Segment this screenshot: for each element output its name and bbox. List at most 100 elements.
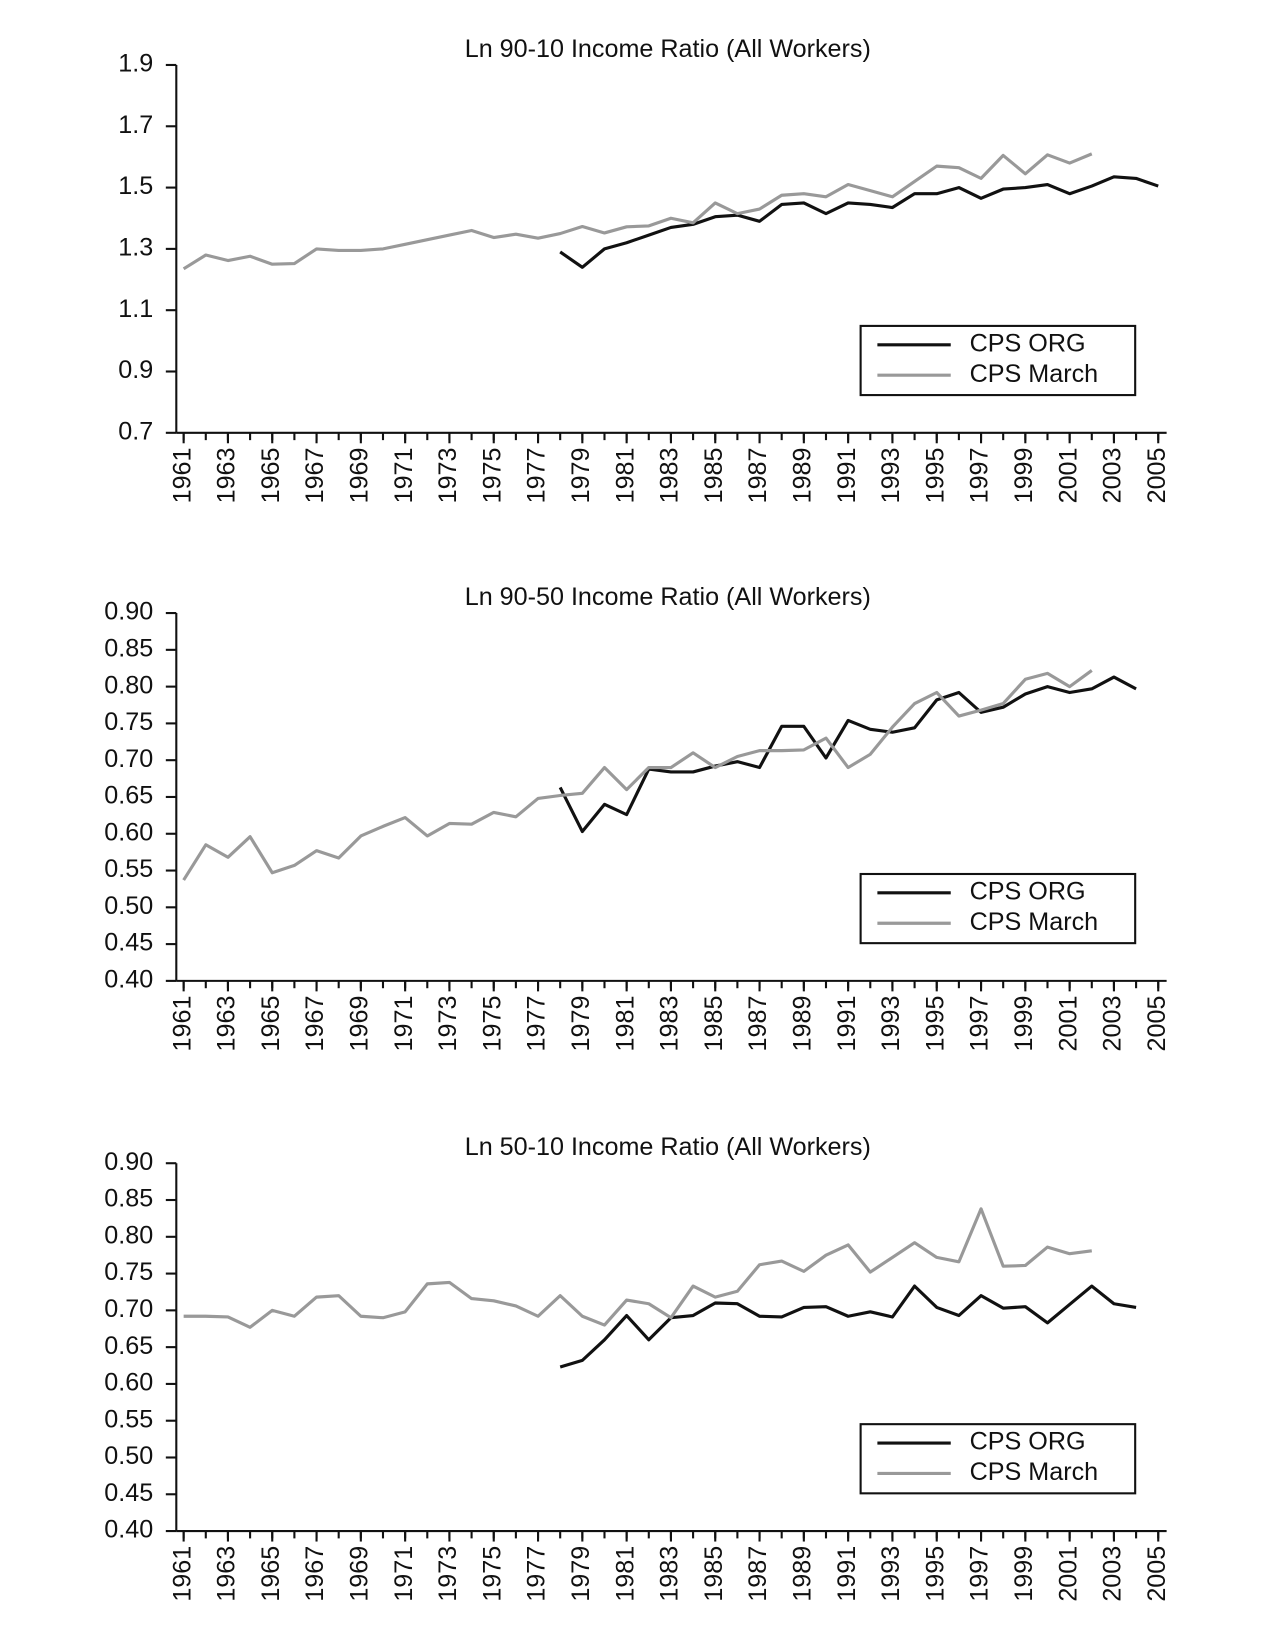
x-tick-label: 2003 — [1099, 996, 1127, 1052]
series-line — [559, 175, 1159, 269]
x-tick-label: 1961 — [168, 996, 196, 1052]
x-tick-label: 1989 — [788, 1546, 816, 1602]
x-tick-label: 1969 — [345, 996, 373, 1052]
y-tick-label: 0.45 — [104, 929, 153, 957]
x-tick-label: 1991 — [833, 996, 861, 1052]
x-tick-label: 1973 — [434, 447, 462, 503]
x-tick-label: 1979 — [567, 1546, 595, 1602]
chart-panel: Ln 50-10 Income Ratio (All Workers) 0.40 0… — [104, 1133, 1171, 1601]
x-tick-label: 1985 — [700, 1546, 728, 1602]
x-tick-label: 1987 — [744, 996, 772, 1052]
series-line — [182, 152, 1093, 271]
legend-box — [859, 324, 1137, 397]
y-tick-label: 0.65 — [104, 782, 153, 810]
x-tick-label: 2005 — [1143, 996, 1171, 1052]
y-tick-label: 0.40 — [104, 966, 153, 994]
y-tick-label: 0.50 — [104, 1442, 153, 1470]
x-tick-label: 2005 — [1143, 447, 1171, 503]
y-tick-label: 0.80 — [104, 1221, 153, 1249]
y-tick-label: 0.60 — [104, 818, 153, 846]
y-tick-label: 0.90 — [104, 1148, 153, 1176]
x-tick-label: 1973 — [434, 1546, 462, 1602]
x-tick-label: 1975 — [478, 1546, 506, 1602]
x-tick-label: 1989 — [788, 996, 816, 1052]
x-tick-label: 2001 — [1054, 447, 1082, 503]
x-tick-label: 1987 — [744, 1546, 772, 1602]
legend-label: CPS ORG — [970, 1428, 1086, 1456]
y-tick-label: 1.3 — [118, 234, 153, 262]
x-tick-label: 1967 — [301, 996, 329, 1052]
x-tick-label: 1961 — [168, 1546, 196, 1602]
x-tick-label: 2001 — [1054, 996, 1082, 1052]
chart-panel: Ln 90-50 Income Ratio (All Workers) 0.40 0… — [104, 583, 1171, 1051]
x-tick-label: 1965 — [257, 1546, 285, 1602]
x-tick-label: 1965 — [257, 996, 285, 1052]
x-tick-label: 1971 — [390, 996, 418, 1052]
legend: CPS ORG CPS March — [859, 324, 1137, 397]
x-tick-label: 1979 — [567, 447, 595, 503]
x-tick-label: 1971 — [390, 447, 418, 503]
y-tick-label: 1.9 — [118, 50, 153, 78]
x-tick-label: 1995 — [921, 1546, 949, 1602]
y-tick-label: 1.1 — [118, 295, 153, 323]
series-line — [183, 1207, 1092, 1329]
x-tick-label: 1975 — [478, 996, 506, 1052]
y-tick-label: 0.70 — [104, 745, 153, 773]
x-tick-label: 1997 — [966, 996, 994, 1052]
y-tick-label: 0.50 — [104, 892, 153, 920]
x-tick-label: 1981 — [611, 996, 639, 1052]
x-tick-label: 1995 — [921, 996, 949, 1052]
x-tick-label: 1987 — [744, 447, 772, 503]
x-tick-label: 1981 — [611, 1546, 639, 1602]
chart-title: Ln 90-10 Income Ratio (All Workers) — [465, 35, 871, 63]
y-tick-label: 0.65 — [104, 1332, 153, 1360]
x-tick-label: 1967 — [301, 1546, 329, 1602]
x-tick-label: 1997 — [966, 447, 994, 503]
y-tick-label: 0.70 — [104, 1295, 153, 1323]
x-tick-label: 1977 — [523, 996, 551, 1052]
legend-label: CPS ORG — [970, 329, 1086, 357]
x-tick-label: 1993 — [877, 996, 905, 1052]
y-tick-label: 0.75 — [104, 708, 153, 736]
y-tick-label: 0.55 — [104, 855, 153, 883]
chart-panel: Ln 90-10 Income Ratio (All Workers) 0.7 0.… — [118, 35, 1171, 503]
x-tick-label: 1999 — [1010, 1546, 1038, 1602]
x-tick-label: 1985 — [700, 996, 728, 1052]
x-tick-label: 1993 — [877, 447, 905, 503]
x-tick-label: 1963 — [213, 1546, 241, 1602]
x-tick-label: 1997 — [966, 1546, 994, 1602]
x-tick-label: 1961 — [168, 447, 196, 503]
y-tick-label: 0.85 — [104, 1185, 153, 1213]
chart-title: Ln 50-10 Income Ratio (All Workers) — [465, 1133, 871, 1161]
x-tick-label: 1991 — [833, 1546, 861, 1602]
legend-label: CPS March — [970, 360, 1099, 388]
x-tick-label: 1991 — [833, 447, 861, 503]
x-tick-label: 1977 — [523, 447, 551, 503]
x-tick-label: 1979 — [567, 996, 595, 1052]
chart-title: Ln 90-50 Income Ratio (All Workers) — [465, 583, 871, 611]
x-tick-label: 1995 — [921, 447, 949, 503]
series-line — [559, 1284, 1137, 1369]
x-tick-label: 1969 — [345, 1546, 373, 1602]
x-tick-label: 1963 — [213, 996, 241, 1052]
x-tick-label: 1983 — [656, 996, 684, 1052]
x-tick-label: 1969 — [345, 447, 373, 503]
y-tick-label: 0.85 — [104, 634, 153, 662]
series-line — [558, 675, 1137, 834]
x-tick-label: 1983 — [656, 1546, 684, 1602]
x-tick-label: 1973 — [434, 996, 462, 1052]
x-tick-label: 1989 — [788, 447, 816, 503]
y-tick-label: 0.75 — [104, 1258, 153, 1286]
y-tick-label: 0.60 — [104, 1369, 153, 1397]
x-tick-label: 2005 — [1143, 1546, 1171, 1602]
x-tick-label: 1999 — [1010, 996, 1038, 1052]
y-tick-label: 0.9 — [118, 356, 153, 384]
y-tick-label: 0.55 — [104, 1405, 153, 1433]
x-tick-label: 1999 — [1010, 447, 1038, 503]
x-tick-label: 1981 — [611, 447, 639, 503]
x-tick-label: 1975 — [478, 447, 506, 503]
y-tick-label: 0.40 — [104, 1516, 153, 1544]
